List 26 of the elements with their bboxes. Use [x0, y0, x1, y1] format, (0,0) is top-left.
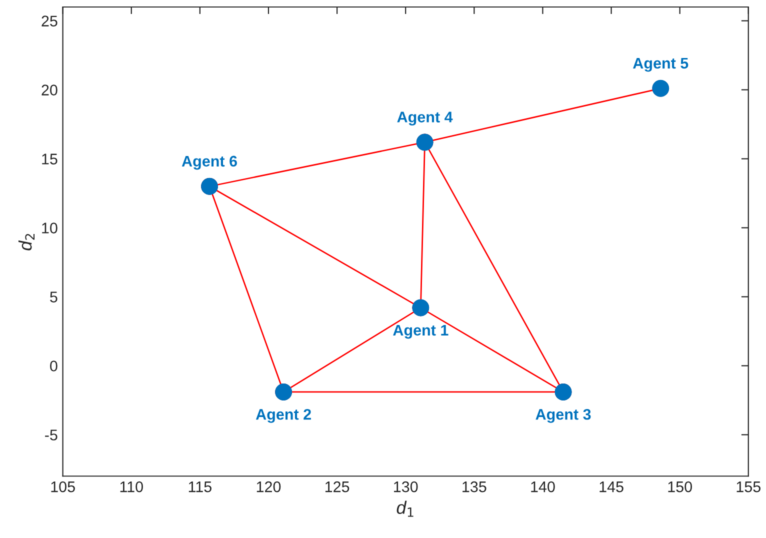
x-axis-title: d$_{1}$: [396, 500, 414, 517]
annotation: Agent 4: [397, 112, 453, 126]
y-tick-label: 20: [42, 84, 58, 96]
x-tick-label: 135: [462, 481, 486, 492]
annotation: Agent 5: [633, 58, 688, 72]
y-tick-label: 0: [50, 360, 58, 372]
x-tick-label: 145: [600, 482, 624, 492]
y-tick-label: 15: [42, 154, 58, 164]
y-tick-label: 10: [42, 222, 58, 234]
y-tick-label: 5: [50, 292, 58, 302]
annotation: Agent 3: [536, 408, 591, 423]
x-tick-label: 115: [188, 482, 212, 492]
x-tick-label: 150: [668, 481, 692, 492]
y-tick-label: -5: [45, 430, 58, 440]
x-tick-label: 130: [394, 481, 418, 492]
x-tick-label: 105: [51, 481, 75, 492]
x-tick-label: 155: [736, 482, 760, 492]
y-tick-label: 25: [42, 16, 58, 26]
x-tick-label: 120: [256, 481, 281, 492]
annotation: Agent 6: [182, 156, 237, 170]
annotation: Agent 1: [393, 324, 448, 339]
x-tick-label: 125: [325, 481, 350, 492]
x-tick-label: 110: [120, 481, 143, 492]
x-tick-label: 140: [531, 481, 555, 492]
annotation: Agent 2: [256, 408, 311, 423]
y-axis-title: d$_{2}$: [18, 234, 35, 250]
